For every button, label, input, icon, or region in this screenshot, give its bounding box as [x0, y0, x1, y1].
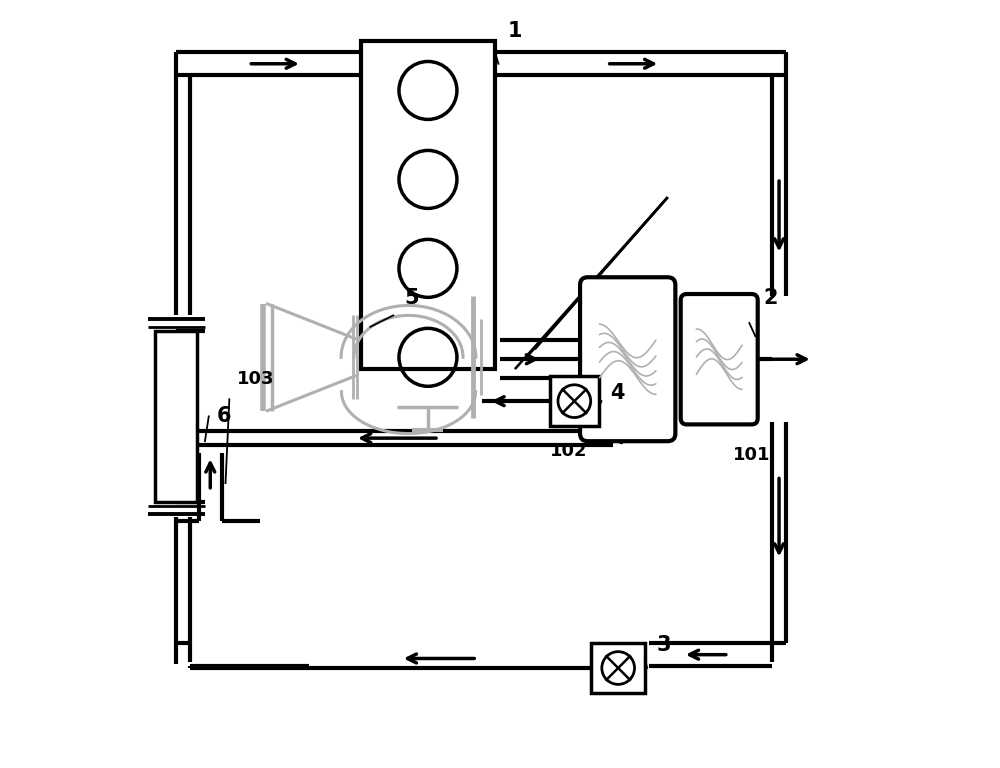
Bar — [155, 331, 197, 502]
FancyBboxPatch shape — [580, 277, 675, 441]
Text: 1: 1 — [508, 21, 522, 41]
Text: 3: 3 — [656, 634, 671, 654]
Text: 102: 102 — [550, 442, 587, 460]
Text: 2: 2 — [763, 288, 778, 308]
FancyBboxPatch shape — [681, 294, 758, 425]
Text: 101: 101 — [733, 446, 770, 464]
Text: 5: 5 — [405, 288, 419, 308]
Text: 103: 103 — [237, 370, 274, 388]
Text: 6: 6 — [216, 406, 231, 426]
Bar — [361, 41, 495, 369]
Text: 4: 4 — [611, 383, 625, 403]
Bar — [550, 376, 599, 426]
Bar — [591, 644, 645, 693]
